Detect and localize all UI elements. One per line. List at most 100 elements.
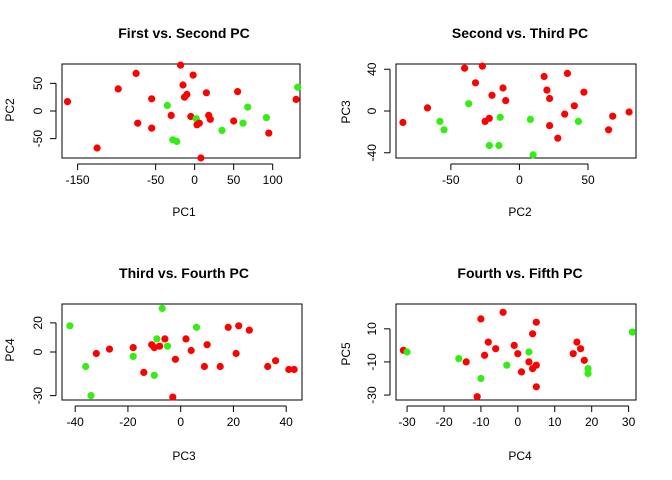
y-tick-label: 40 [365, 62, 379, 76]
y-axis-label: PC3 [339, 100, 353, 124]
scatter-point [182, 335, 190, 343]
scatter-points [399, 62, 633, 159]
scatter-point [158, 304, 166, 312]
scatter-point [245, 326, 253, 334]
y-tick-label: 10 [365, 322, 379, 336]
scatter-point [171, 355, 179, 363]
panel-third-vs-fourth-pc: Third vs. Fourth PC PC3 PC4 -40 -20 0 20 40 … [3, 265, 303, 463]
scatter-point [465, 100, 473, 108]
y-tick-label: -10 [365, 353, 379, 371]
scatter-point [200, 362, 208, 371]
scatter-point [514, 350, 522, 358]
plot-frame [395, 63, 637, 159]
x-tick-label: -50 [442, 173, 460, 187]
plot-frame [61, 303, 303, 401]
scatter-point [232, 349, 240, 358]
scatter-point [203, 341, 211, 349]
scatter-point [153, 335, 161, 343]
y-axis: -50 0 50 [31, 76, 57, 148]
scatter-point [87, 392, 95, 400]
scatter-point [140, 368, 148, 376]
scatter-points [399, 308, 636, 401]
scatter-point [82, 362, 90, 371]
x-tick-label: 50 [581, 173, 595, 187]
y-tick-label: -40 [365, 144, 379, 162]
y-axis: -40 0 40 [365, 62, 391, 162]
scatter-point [546, 122, 554, 130]
x-tick-label: 20 [227, 415, 241, 429]
x-tick-label: -40 [67, 415, 85, 429]
scatter-point [532, 361, 540, 369]
scatter-point [532, 383, 540, 391]
scatter-point [503, 361, 511, 369]
scatter-point [93, 144, 101, 152]
scatter-point [440, 126, 448, 134]
scatter-point [628, 328, 636, 336]
scatter-point [540, 72, 548, 81]
scatter-point [148, 124, 156, 132]
scatter-point [234, 88, 242, 96]
scatter-point [532, 318, 540, 326]
scatter-point [510, 341, 518, 349]
x-tick-label: -10 [472, 415, 490, 429]
scatter-point [156, 342, 164, 350]
panel-title: Second vs. Third PC [452, 25, 588, 41]
scatter-point [529, 330, 537, 338]
scatter-point [290, 365, 298, 374]
x-axis-label: PC4 [508, 449, 532, 463]
scatter-point [455, 355, 463, 363]
scatter-point [605, 126, 613, 134]
scatter-point [187, 346, 195, 355]
scatter-point [134, 119, 142, 127]
scatter-point [577, 345, 585, 353]
y-tick-label: 50 [31, 76, 45, 90]
scatter-point [265, 129, 273, 137]
scatter-point [161, 335, 169, 343]
scatter-point [129, 344, 137, 352]
y-axis: -30 -10 10 [365, 322, 391, 404]
scatter-point [423, 104, 432, 112]
panel-second-vs-third-pc: Second vs. Third PC PC2 PC3 -50 0 50 -40 0 4… [339, 25, 637, 219]
scatter-point [105, 345, 114, 353]
y-tick-label: -30 [31, 387, 45, 405]
scatter-point [163, 342, 172, 350]
x-tick-label: 40 [279, 415, 293, 429]
scatter-point [485, 114, 493, 122]
scatter-point [177, 61, 185, 69]
x-axis: -40 -20 0 20 40 [67, 405, 293, 429]
x-tick-label: 30 [622, 415, 636, 429]
y-tick-label: 0 [365, 107, 379, 114]
scatter-point [477, 315, 485, 323]
x-tick-label: 20 [585, 415, 599, 429]
scatter-point [294, 83, 302, 91]
x-axis-label: PC1 [172, 205, 196, 219]
x-tick-label: -20 [435, 415, 453, 429]
scatter-point [202, 89, 210, 97]
y-tick-label: -50 [31, 130, 45, 148]
x-tick-label: -50 [147, 173, 165, 187]
scatter-point [461, 64, 469, 72]
scatter-point [292, 95, 300, 103]
scatter-point [525, 348, 533, 356]
scatter-point [495, 141, 503, 150]
x-axis: -150 -50 0 50 100 [66, 163, 283, 187]
x-axis: -50 0 50 [442, 163, 595, 187]
scatter-point [570, 102, 578, 110]
scatter-point [163, 101, 171, 110]
scatter-point [529, 151, 537, 159]
scatter-points [66, 304, 298, 401]
panel-title: First vs. Second PC [118, 25, 249, 41]
scatter-point [584, 365, 592, 373]
scatter-point [132, 69, 140, 77]
y-tick-label: -30 [365, 386, 379, 404]
scatter-point [92, 349, 100, 358]
scatter-point [239, 119, 247, 127]
scatter-point [609, 112, 617, 120]
scatter-point [525, 358, 533, 366]
scatter-point [197, 154, 205, 162]
scatter-point [187, 112, 195, 121]
scatter-point [478, 62, 486, 70]
scatter-point [471, 79, 480, 87]
